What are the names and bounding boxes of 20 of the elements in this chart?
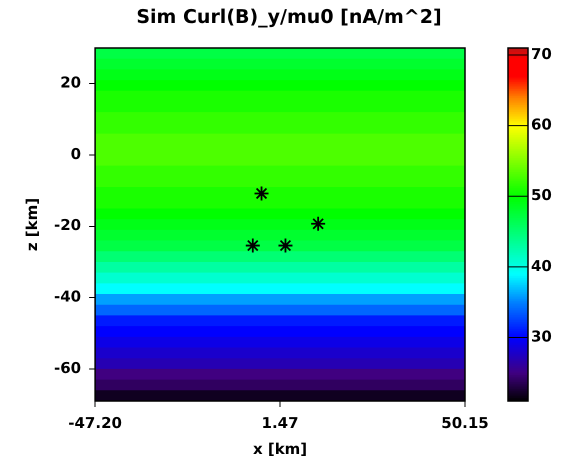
color-bar-label: 30 — [531, 327, 552, 346]
y-axis-title: z [km] — [22, 198, 41, 252]
color-bar-label: 40 — [531, 256, 552, 275]
point — [310, 216, 326, 232]
point — [244, 238, 261, 254]
x-tick-label: 1.47 — [262, 414, 299, 432]
x-axis-title: x [km] — [252, 440, 308, 458]
y-tick-label: -60 — [54, 358, 82, 377]
color-bar-label: 70 — [531, 44, 552, 63]
x-tick-label: -47.20 — [68, 414, 122, 432]
y-tick-label: -40 — [54, 287, 82, 306]
point — [254, 186, 270, 202]
x-tick-label: 50.15 — [441, 414, 489, 432]
y-tick-label: 0 — [70, 144, 82, 163]
y-tick-label: 20 — [60, 74, 82, 92]
point — [278, 238, 294, 254]
color-bar-label: 50 — [531, 186, 552, 204]
y-tick-label: -20 — [54, 216, 82, 234]
color-bar-label: 60 — [531, 116, 552, 134]
chart-title: Sim Curl(B)_y/mu0 [nA/m^2] — [135, 6, 443, 28]
